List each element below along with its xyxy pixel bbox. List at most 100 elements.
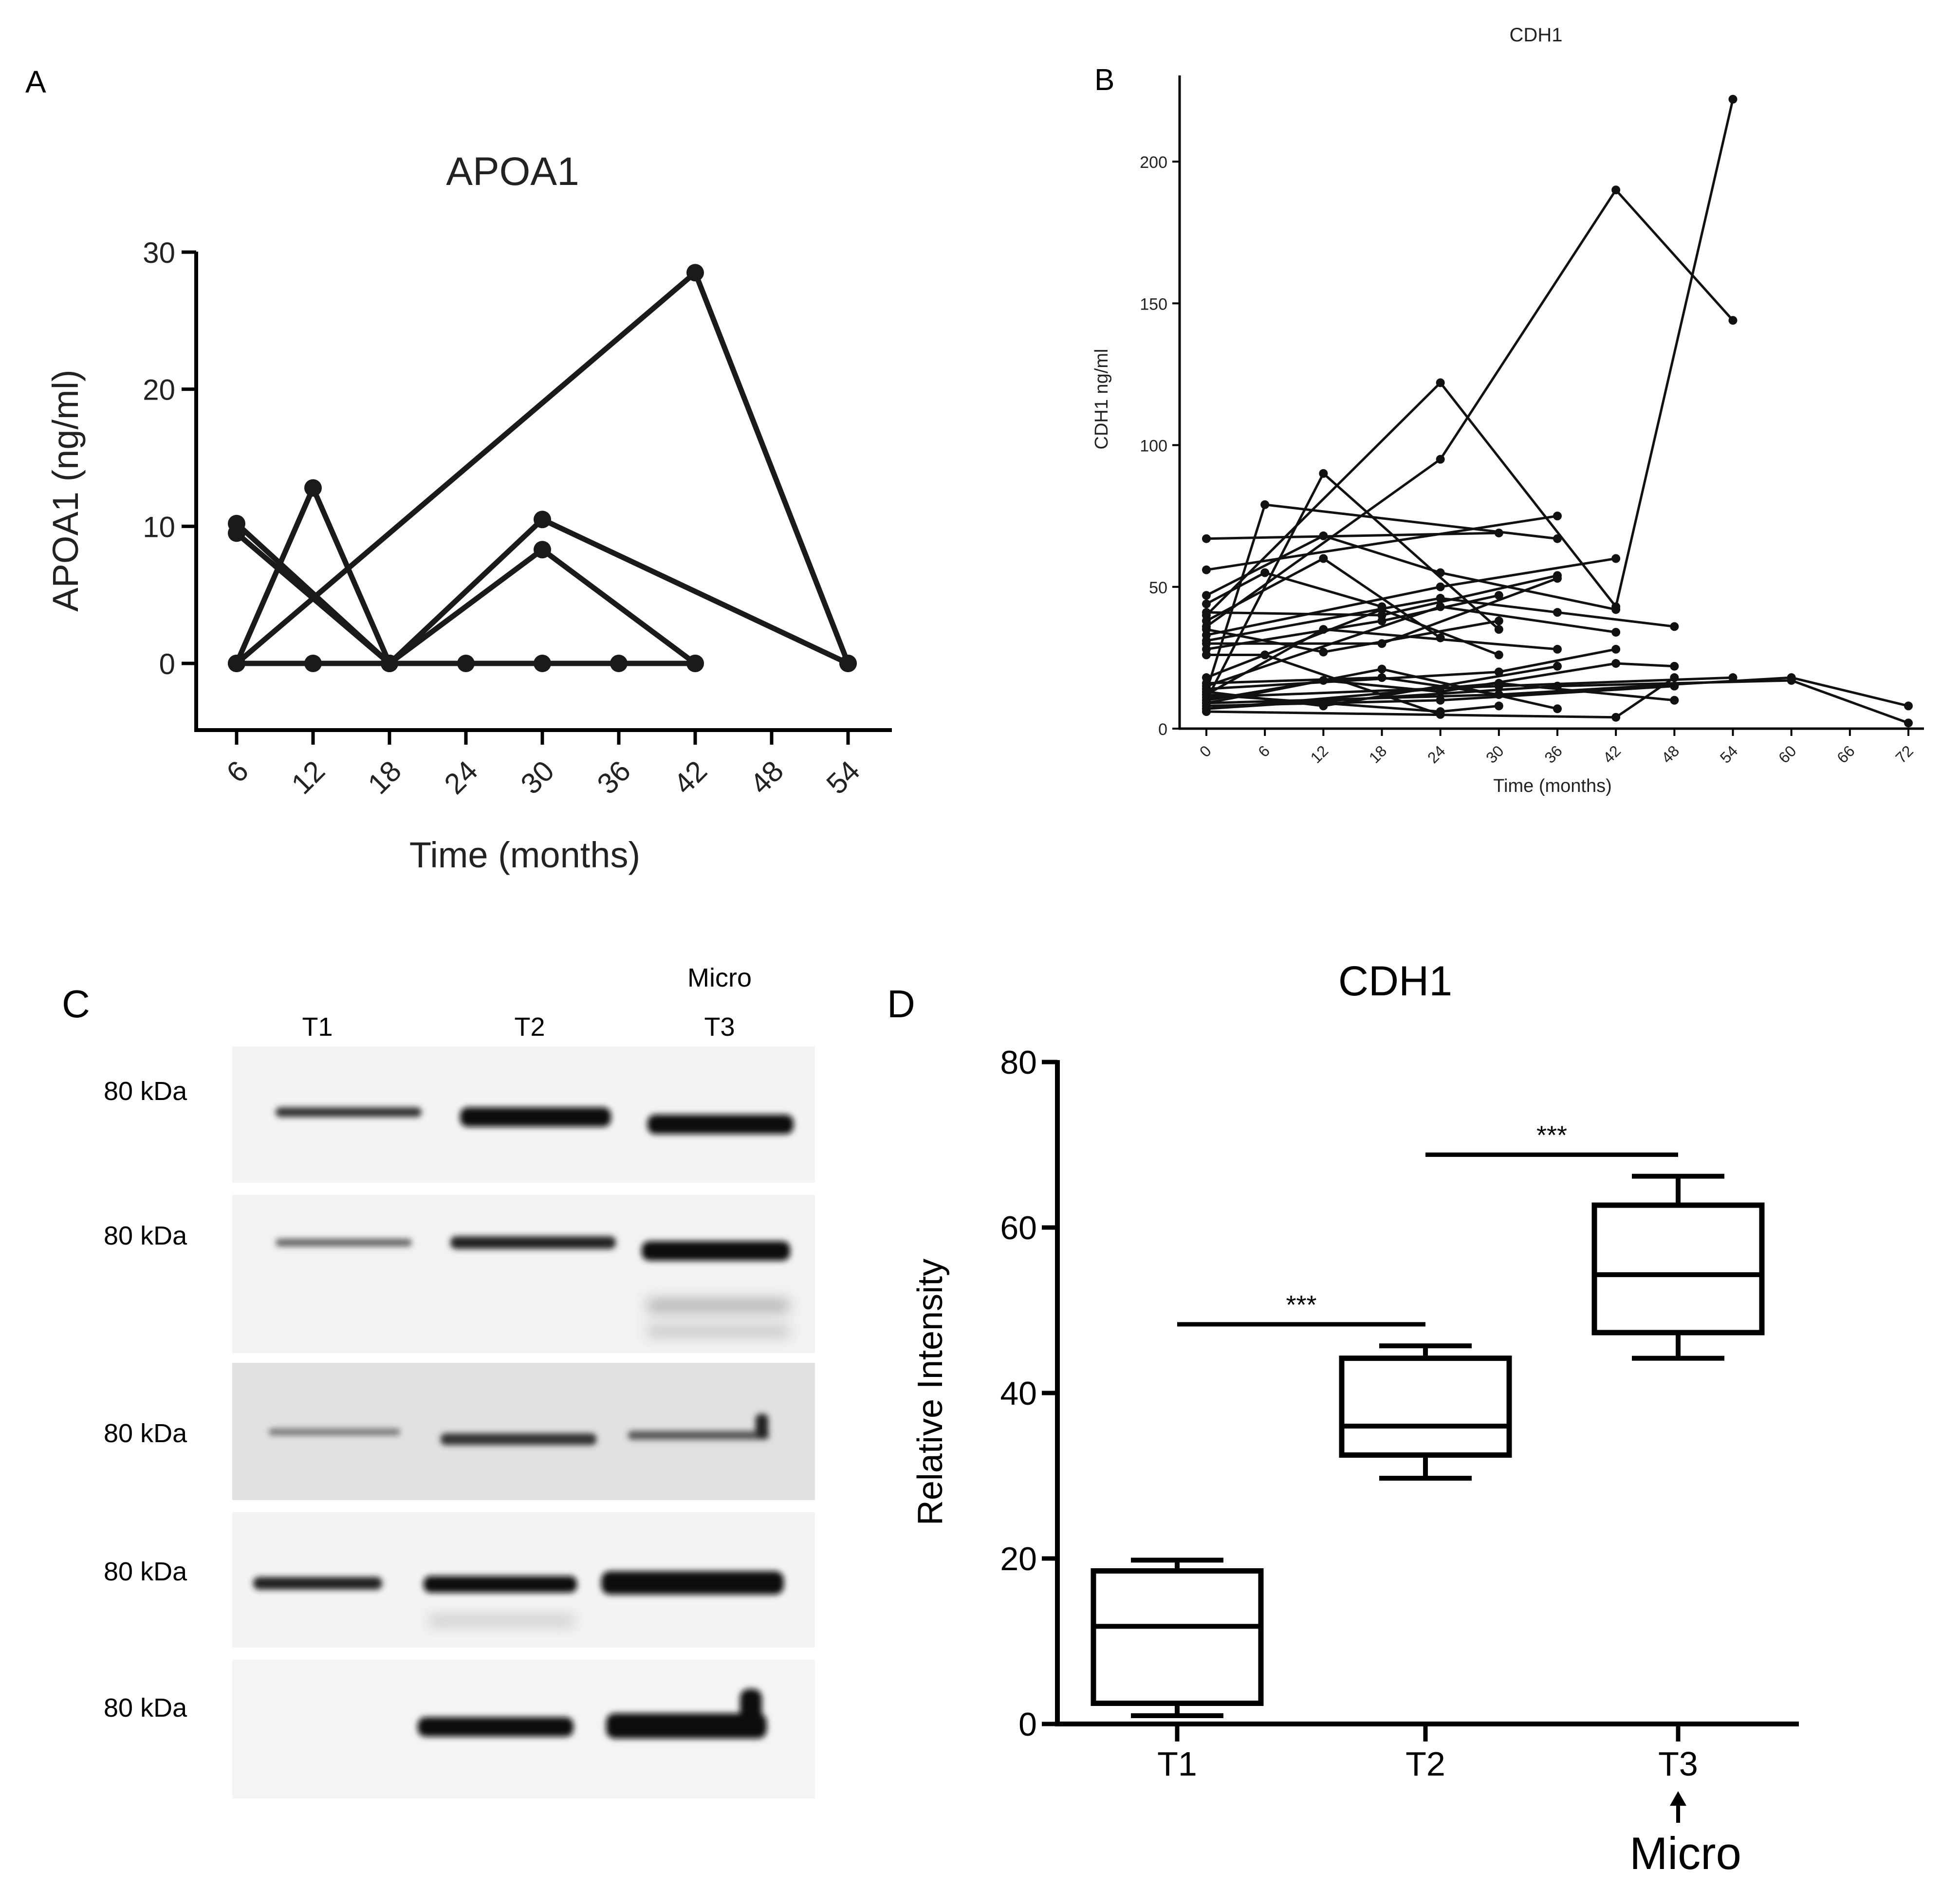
data-point	[534, 511, 551, 529]
data-point	[1553, 704, 1562, 714]
data-point	[228, 655, 245, 672]
blot-band	[276, 1239, 412, 1246]
data-point	[1494, 667, 1503, 677]
blot-band	[606, 1713, 767, 1739]
x-tick-label: 54	[820, 754, 867, 801]
blot-band	[647, 1115, 794, 1134]
blot-band	[418, 1717, 573, 1737]
chart-b-x-label: Time (months)	[1493, 776, 1612, 796]
data-point	[1202, 534, 1211, 543]
data-point	[1670, 696, 1679, 705]
x-tick-label: 36	[1541, 742, 1566, 767]
data-point	[1728, 94, 1738, 104]
data-point	[1319, 625, 1328, 634]
data-point	[1436, 455, 1445, 464]
data-point	[1728, 673, 1738, 682]
data-point	[839, 655, 857, 672]
blot-band	[441, 1433, 596, 1445]
data-point	[1494, 701, 1503, 711]
data-point	[1319, 554, 1328, 563]
data-point	[686, 264, 704, 282]
x-tick-label: 60	[1775, 742, 1800, 767]
x-tick-label: 72	[1892, 742, 1917, 767]
blot-marker-3: 80 kDa	[104, 1419, 187, 1448]
data-point	[304, 479, 322, 497]
data-point	[381, 655, 398, 672]
data-point	[1319, 647, 1328, 657]
data-point	[1202, 599, 1211, 608]
x-tick-label: 12	[1307, 742, 1332, 767]
x-tick-label: 12	[285, 754, 332, 801]
panel-label-c: C	[62, 982, 90, 1026]
data-point	[1670, 622, 1679, 631]
series-line	[1206, 514, 1558, 571]
panel-label-a: A	[25, 64, 46, 99]
data-point	[304, 655, 322, 672]
series-line	[1205, 472, 1500, 701]
data-point	[1202, 690, 1211, 699]
data-point	[1436, 568, 1445, 577]
data-point	[1377, 664, 1387, 674]
data-point	[1436, 378, 1445, 387]
data-point	[1202, 616, 1211, 625]
data-point	[1553, 608, 1562, 617]
y-tick-label: 50	[1149, 579, 1167, 597]
data-point	[1611, 627, 1621, 637]
y-tick-label: 150	[1140, 295, 1167, 313]
data-point	[1494, 616, 1503, 625]
data-point	[1377, 639, 1387, 648]
data-point	[1611, 605, 1621, 614]
micro-arrow-icon	[1670, 1791, 1686, 1806]
y-tick-label: 20	[143, 374, 175, 406]
data-point	[1202, 608, 1211, 617]
data-point	[534, 541, 551, 559]
data-point	[686, 655, 704, 672]
chart-d-y-label: Relative Intensity	[911, 1259, 950, 1525]
y-tick-label: 30	[143, 237, 175, 269]
data-point	[1260, 568, 1270, 577]
data-point	[1202, 565, 1211, 574]
data-point	[1553, 574, 1562, 583]
significance-label: ***	[1286, 1290, 1316, 1320]
data-point	[1260, 500, 1270, 509]
y-tick-label: 200	[1140, 153, 1167, 172]
blot-marker-4: 80 kDa	[104, 1557, 187, 1586]
data-point	[1728, 316, 1738, 325]
x-tick-label: 0	[1196, 742, 1215, 760]
blot-band	[460, 1107, 611, 1127]
blot-band	[276, 1107, 422, 1117]
data-point	[1494, 678, 1503, 688]
blot-band	[647, 1300, 789, 1312]
data-point	[1202, 704, 1211, 714]
x-tick-label: 30	[515, 754, 561, 801]
box	[1591, 1202, 1765, 1336]
x-tick-label: 54	[1717, 742, 1741, 767]
data-point	[1553, 644, 1562, 654]
data-point	[1904, 701, 1913, 711]
y-tick-label: 100	[1140, 437, 1167, 456]
x-tick-label: 24	[438, 754, 484, 801]
data-point	[1436, 582, 1445, 591]
data-point	[1670, 661, 1679, 671]
x-tick-label: T3	[1658, 1745, 1698, 1783]
blot-band	[424, 1576, 577, 1593]
panel-c-western-blot: Micro T1 T2 T3 80 kDa 80 kDa	[104, 963, 815, 1798]
blot-band	[450, 1236, 616, 1249]
box	[1339, 1356, 1512, 1458]
x-tick-label: 48	[744, 754, 790, 801]
series-line	[1205, 571, 1383, 608]
blot-band	[269, 1429, 400, 1435]
x-tick-label: 30	[1482, 742, 1507, 767]
data-point	[1202, 625, 1211, 634]
x-tick-label: 66	[1833, 742, 1858, 767]
x-tick-label: 36	[591, 754, 637, 801]
series-line	[1205, 188, 1734, 628]
x-tick-label: 42	[667, 754, 714, 801]
chart-a-y-label: APOA1 (ng/ml)	[45, 369, 86, 612]
x-tick-label: 48	[1658, 742, 1683, 767]
data-point	[1611, 659, 1621, 668]
chart-a-title: APOA1	[446, 149, 579, 194]
data-point	[1494, 650, 1503, 660]
y-tick-label: 80	[1000, 1044, 1037, 1081]
